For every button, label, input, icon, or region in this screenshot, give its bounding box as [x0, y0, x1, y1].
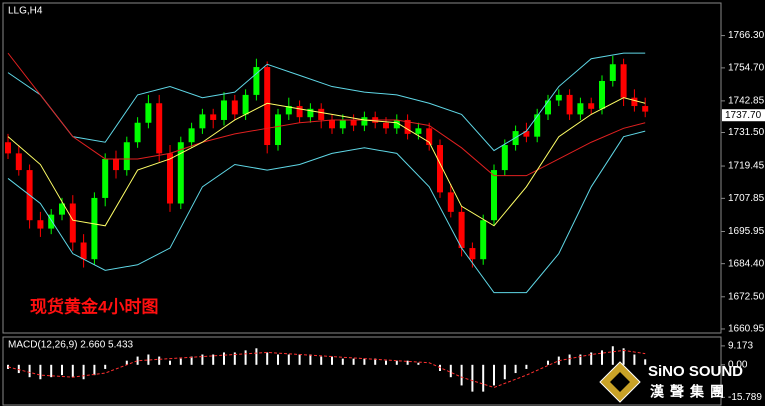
candle-body [113, 158, 119, 171]
indicator-line [7, 52, 646, 177]
candle-body [577, 103, 584, 115]
y-tick-label: 1719.45 [728, 161, 765, 172]
logo-icon-inner [610, 372, 630, 392]
y-tick-label: 1707.85 [728, 193, 765, 204]
candle-body [404, 119, 411, 134]
candle-body [5, 142, 11, 154]
candle-body [145, 103, 152, 123]
logo: SiNO SOUND 漢聲集團 [599, 361, 743, 403]
candle-body [501, 145, 508, 171]
y-tick-label: 1742.85 [728, 96, 765, 107]
candle-body [458, 211, 465, 249]
logo-chinese: 漢聲集團 [650, 384, 730, 400]
macd-tick-label: -15.789 [728, 392, 762, 403]
macd-signal [7, 349, 646, 389]
indicator-line [7, 97, 646, 227]
candle-body [426, 128, 433, 146]
candle-body [469, 248, 476, 260]
macd-tick-label: 0.00 [728, 359, 748, 370]
y-tick-label: 1695.95 [728, 226, 765, 237]
candle-body [339, 119, 346, 129]
candle-body [80, 242, 87, 260]
candle-body [285, 106, 292, 115]
macd-pane [2, 336, 722, 406]
candle-body [350, 119, 357, 126]
y-tick-label: 1660.95 [728, 324, 765, 335]
candle-body [123, 142, 130, 171]
candle-body [523, 131, 530, 137]
y-tick-label: 1731.50 [728, 127, 765, 138]
candle-body [361, 117, 368, 126]
indicator-line [7, 130, 646, 294]
candle-body [177, 142, 184, 204]
candle-body [48, 214, 55, 229]
macd-label: MACD(12,26,9) 2.660 5.433 [8, 340, 134, 351]
candle-body [383, 122, 389, 129]
logo-name: SiNO SOUND [648, 363, 743, 380]
candle-body [642, 106, 649, 112]
candle-body [415, 128, 422, 134]
candle-body [210, 114, 217, 120]
candle-body [491, 170, 497, 221]
candle-body [37, 220, 44, 229]
candle-body [242, 94, 249, 115]
candle-body [609, 64, 616, 81]
y-tick-label: 1766.30 [728, 30, 765, 41]
candle-body [545, 100, 551, 115]
candle-body [329, 119, 335, 129]
candle-body [188, 128, 195, 143]
y-tick-label: 1684.40 [728, 258, 765, 269]
candle-body [156, 103, 163, 154]
candle-body [318, 108, 325, 120]
candle-body [437, 145, 443, 193]
macd-tick-label: 9.173 [728, 341, 753, 352]
candle-body [264, 67, 271, 146]
candle-body [167, 153, 173, 204]
candle-body [275, 114, 281, 146]
candle-body [620, 64, 627, 98]
candle-body [588, 103, 595, 109]
candle-body [307, 108, 314, 118]
candle-body [199, 114, 206, 129]
price-marker [722, 109, 765, 122]
candle-body [15, 153, 22, 171]
candle-body [231, 100, 238, 115]
candle-body [599, 80, 605, 109]
candle-body [631, 97, 638, 107]
candle-body [393, 119, 400, 129]
candle-body [221, 100, 227, 120]
candle-body [555, 94, 562, 101]
candle-body [69, 203, 76, 243]
y-tick-label: 1754.70 [728, 63, 765, 74]
candle-body [480, 220, 487, 260]
candle-body [91, 197, 98, 260]
main-pane [2, 2, 722, 334]
candle-body [134, 122, 141, 143]
annotation: 现货黄金4小时图 [30, 296, 158, 316]
candle-body [59, 203, 65, 215]
price-label: 1737.70 [725, 110, 762, 121]
y-tick-label: 1672.50 [728, 291, 765, 302]
candle-body [102, 158, 109, 198]
candle-body [296, 106, 303, 118]
indicator-line [7, 52, 646, 152]
chart-title: LLG,H4 [8, 6, 43, 17]
candle-body [534, 114, 541, 137]
candle-body [447, 192, 454, 212]
candle-body [253, 67, 260, 95]
candle-body [566, 94, 573, 115]
